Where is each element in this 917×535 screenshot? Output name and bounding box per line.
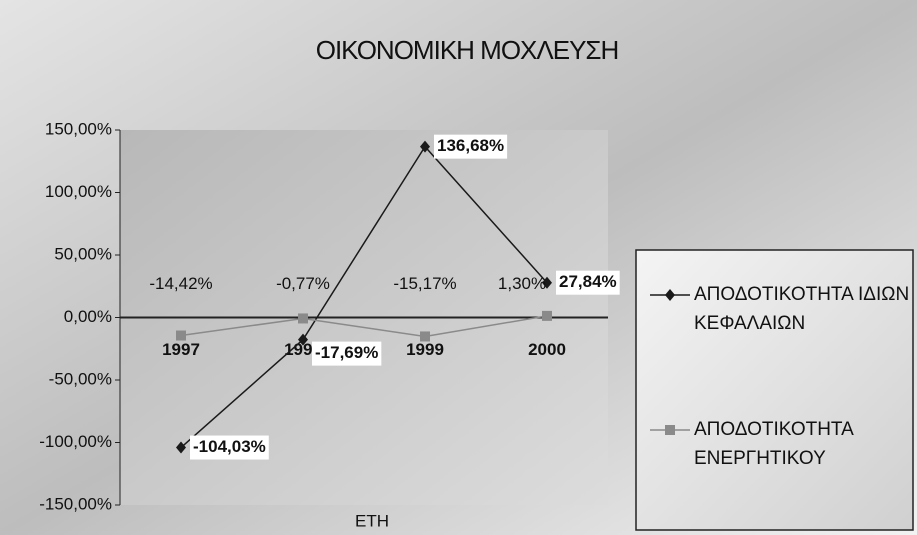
data-label: -104,03% bbox=[193, 437, 266, 456]
chart-title: ΟΙΚΟΝΟΜΙΚΗ ΜΟΧΛΕΥΣΗ bbox=[316, 35, 619, 65]
point-marker bbox=[542, 310, 552, 321]
data-label: 27,84% bbox=[559, 272, 617, 291]
point-marker bbox=[420, 140, 430, 153]
legend-label: ΑΠΟΔΟΤΙΚΟΤΗΤΑ ΕΝΕΡΓΗΤΙΚΟΥ bbox=[694, 419, 853, 469]
x-tick-label: 2000 bbox=[528, 340, 566, 359]
legend-marker bbox=[665, 289, 675, 301]
y-tick-label: 0,00% bbox=[64, 307, 112, 326]
y-tick-label: 150,00% bbox=[45, 119, 112, 138]
legend-label: ΑΠΟΔΟΤΙΚΟΤΗΤΑ ΙΔΙΩΝ ΚΕΦΑΛΑΙΩΝ bbox=[694, 284, 910, 334]
y-tick-label: -100,00% bbox=[39, 432, 112, 451]
data-label: -0,77% bbox=[276, 274, 330, 293]
point-marker bbox=[420, 331, 430, 342]
point-marker bbox=[298, 313, 308, 324]
data-label-box bbox=[190, 435, 269, 460]
point-marker bbox=[298, 333, 308, 346]
data-label: -17,69% bbox=[315, 343, 378, 362]
x-axis-title: ΕΤΗ bbox=[355, 511, 389, 530]
data-label: 1,30% bbox=[498, 274, 546, 293]
data-label-box bbox=[556, 270, 620, 295]
legend-marker bbox=[665, 425, 675, 435]
x-tick-label: 1999 bbox=[406, 340, 444, 359]
series-line bbox=[180, 315, 548, 338]
y-tick-label: 100,00% bbox=[45, 182, 112, 201]
series-line bbox=[180, 145, 548, 449]
point-marker bbox=[176, 330, 186, 341]
data-label: -14,42% bbox=[149, 274, 212, 293]
point-marker bbox=[176, 441, 186, 454]
data-label-box bbox=[312, 341, 382, 366]
legend-box bbox=[635, 249, 914, 531]
x-tick-label: 1997 bbox=[162, 340, 200, 359]
data-label: 136,68% bbox=[437, 136, 504, 155]
y-tick-label: -50,00% bbox=[49, 369, 112, 388]
data-label: -15,17% bbox=[393, 274, 456, 293]
y-tick-label: -150,00% bbox=[39, 494, 112, 513]
point-marker bbox=[542, 276, 552, 289]
y-tick-label: 50,00% bbox=[54, 244, 112, 263]
data-label-box bbox=[434, 134, 508, 159]
